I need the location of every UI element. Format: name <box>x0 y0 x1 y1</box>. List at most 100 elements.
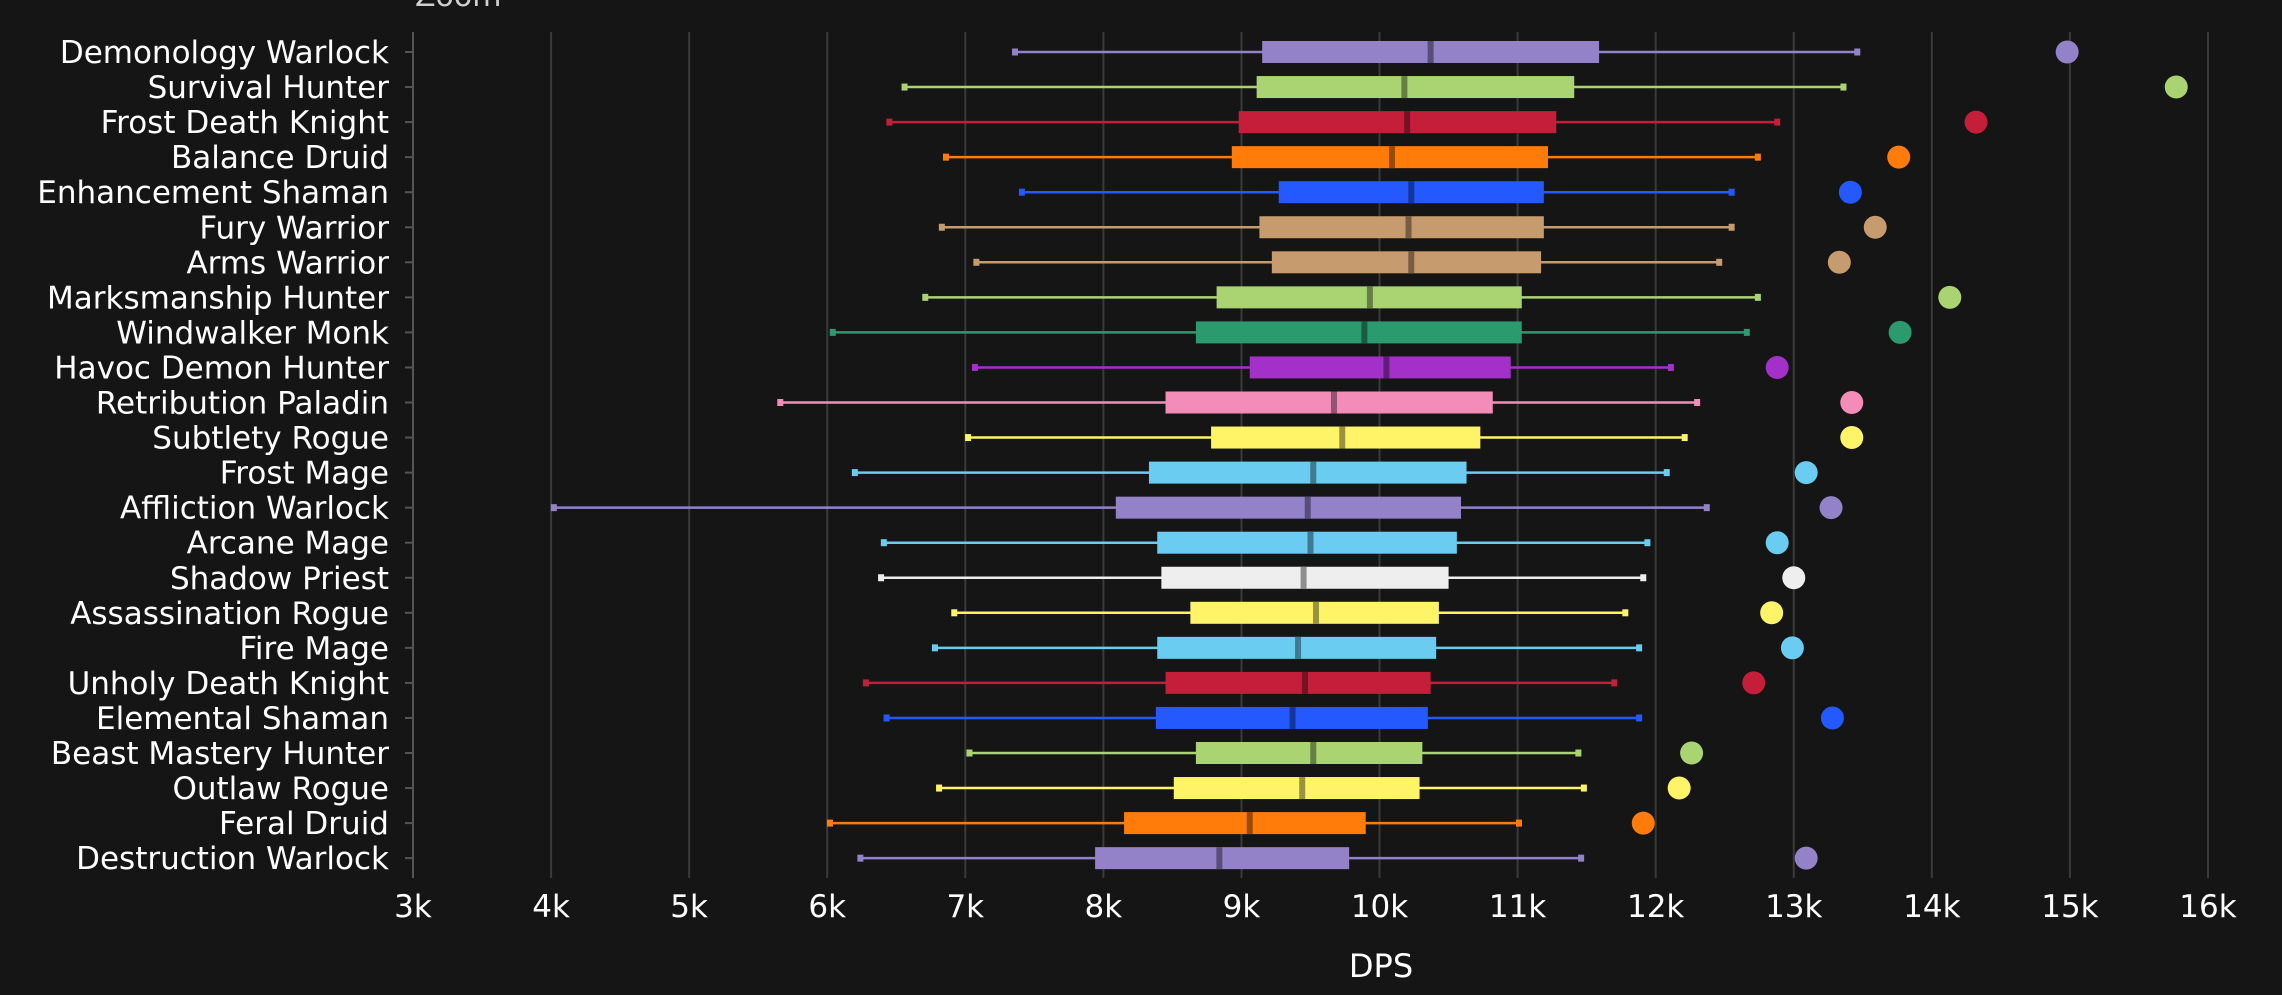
iqr-box[interactable] <box>1165 391 1493 414</box>
max-dot[interactable] <box>1760 601 1784 625</box>
iqr-box[interactable] <box>1195 742 1423 764</box>
category-label: Enhancement Shaman <box>37 175 389 211</box>
whisker-cap-high <box>1774 118 1781 126</box>
max-dot[interactable] <box>1838 180 1862 204</box>
series-row[interactable] <box>1012 40 2079 64</box>
whisker-cap-high <box>1728 223 1735 231</box>
category-label: Fury Warrior <box>199 210 389 246</box>
series-row[interactable] <box>862 671 1766 695</box>
max-dot[interactable] <box>1782 566 1806 590</box>
iqr-box[interactable] <box>1259 216 1544 239</box>
iqr-box[interactable] <box>1124 812 1366 835</box>
whisker-cap-high <box>1728 188 1735 196</box>
iqr-box[interactable] <box>1173 777 1420 800</box>
median-marker <box>1313 601 1320 624</box>
series-row[interactable] <box>942 145 1911 169</box>
iqr-box[interactable] <box>1211 426 1481 449</box>
iqr-box[interactable] <box>1238 111 1557 134</box>
max-dot[interactable] <box>1938 285 1962 309</box>
category-label: Arms Warrior <box>186 245 389 281</box>
max-dot[interactable] <box>1631 811 1655 835</box>
series-row[interactable] <box>777 391 1864 414</box>
median-marker <box>1388 146 1395 169</box>
whisker-cap-low <box>829 328 836 336</box>
series-row[interactable] <box>857 846 1818 870</box>
whisker-cap-high <box>1578 854 1585 862</box>
series-row[interactable] <box>951 601 1784 625</box>
series-row[interactable] <box>878 566 1806 590</box>
max-dot[interactable] <box>1827 250 1851 274</box>
series-row[interactable] <box>886 110 1988 134</box>
series-row[interactable] <box>826 811 1655 835</box>
whisker-cap-high <box>1703 504 1710 512</box>
max-dot[interactable] <box>1765 531 1789 555</box>
max-dot[interactable] <box>1742 671 1766 695</box>
series-row[interactable] <box>936 776 1691 800</box>
whisker-cap-low <box>886 118 893 126</box>
whisker-cap-high <box>1681 434 1688 442</box>
median-marker <box>1310 461 1317 484</box>
median-marker <box>1405 216 1412 239</box>
median-marker <box>1295 636 1302 659</box>
category-label: Affliction Warlock <box>120 491 389 527</box>
max-dot[interactable] <box>1887 145 1911 169</box>
median-marker <box>1246 812 1253 835</box>
whisker-cap-high <box>1644 539 1651 547</box>
iqr-box[interactable] <box>1165 671 1431 694</box>
series-row[interactable] <box>901 75 2188 99</box>
series-row[interactable] <box>851 461 1818 485</box>
whisker-cap-low <box>1012 48 1019 56</box>
max-dot[interactable] <box>1863 215 1887 239</box>
max-dot[interactable] <box>1820 706 1844 730</box>
x-tick-labels: 3k 4k 5k 6k 7k 8k 9k 10k 11k 12k 13k 14k 15k 16k <box>394 889 2237 925</box>
max-dot[interactable] <box>2055 40 2079 64</box>
median-marker <box>1301 671 1308 694</box>
max-dot[interactable] <box>1794 461 1818 485</box>
series-row[interactable] <box>550 496 1843 520</box>
iqr-box[interactable] <box>1256 76 1575 99</box>
median-marker <box>1300 566 1307 589</box>
whisker-cap-low <box>550 504 557 512</box>
iqr-box[interactable] <box>1195 321 1522 344</box>
series-row[interactable] <box>971 355 1789 379</box>
series-row[interactable] <box>973 250 1851 274</box>
category-label: Feral Druid <box>219 806 389 842</box>
series-row[interactable] <box>922 285 1962 309</box>
zoom-label[interactable]: Zoom <box>415 0 501 14</box>
x-tick-label: 14k <box>1903 889 1960 925</box>
max-dot[interactable] <box>1780 636 1804 660</box>
series-row[interactable] <box>880 531 1789 555</box>
iqr-box[interactable] <box>1271 251 1542 274</box>
series-row[interactable] <box>965 426 1864 450</box>
max-dot[interactable] <box>1765 355 1789 379</box>
series-row[interactable] <box>938 215 1887 239</box>
category-label: Survival Hunter <box>148 70 390 106</box>
iqr-box[interactable] <box>1148 461 1467 484</box>
max-dot[interactable] <box>2164 75 2188 99</box>
iqr-box[interactable] <box>1157 531 1457 554</box>
series-row[interactable] <box>1018 180 1862 204</box>
series-row[interactable] <box>966 741 1704 765</box>
median-marker <box>1339 426 1346 449</box>
max-dot[interactable] <box>1840 391 1864 414</box>
max-dot[interactable] <box>1819 496 1843 520</box>
median-marker <box>1307 531 1314 554</box>
whisker-cap-high <box>1667 363 1674 371</box>
series-row[interactable] <box>829 320 1912 344</box>
median-marker <box>1401 76 1408 99</box>
series-row[interactable] <box>883 706 1844 730</box>
max-dot[interactable] <box>1680 741 1704 765</box>
series-layer <box>550 40 2188 870</box>
median-marker <box>1366 286 1373 309</box>
category-label: Outlaw Rogue <box>172 771 389 807</box>
max-dot[interactable] <box>1964 110 1988 134</box>
max-dot[interactable] <box>1794 846 1818 870</box>
max-dot[interactable] <box>1667 776 1691 800</box>
series-row[interactable] <box>931 636 1804 660</box>
iqr-box[interactable] <box>1115 496 1462 519</box>
x-tick-label: 15k <box>2041 889 2098 925</box>
iqr-box[interactable] <box>1249 356 1511 379</box>
max-dot[interactable] <box>1840 426 1864 450</box>
max-dot[interactable] <box>1888 320 1912 344</box>
whisker-cap-high <box>1663 469 1670 477</box>
